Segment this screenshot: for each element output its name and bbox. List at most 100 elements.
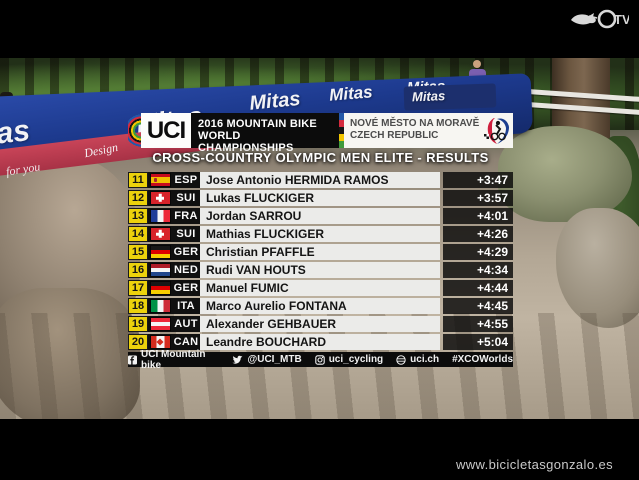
results-title: CROSS-COUNTRY OLYMPIC MEN ELITE - RESULT… <box>152 150 489 165</box>
time-gap: +4:45 <box>443 298 513 314</box>
flag-ned <box>150 264 170 276</box>
rider-name: Leandre BOUCHARD <box>200 334 440 350</box>
position-cell: 18 <box>128 298 148 314</box>
country-code: GER <box>172 244 200 260</box>
flag-cell <box>148 262 172 278</box>
flag-cell <box>148 208 172 224</box>
time-gap: +3:47 <box>443 172 513 188</box>
spectator-head <box>473 60 481 68</box>
flag-cell <box>148 244 172 260</box>
country-code: FRA <box>172 208 200 224</box>
boulder <box>0 288 140 419</box>
flag-aut <box>150 318 170 330</box>
flag-ger <box>150 246 170 258</box>
social-website: uci.ch <box>396 354 439 365</box>
country-code: AUT <box>172 316 200 332</box>
time-gap: +3:57 <box>443 190 513 206</box>
rider-name: Alexander GEHBAUER <box>200 316 440 332</box>
results-rows: 11 ESP Jose Antonio HERMIDA RAMOS +3:47 … <box>128 172 513 350</box>
time-gap: +4:01 <box>443 208 513 224</box>
result-row: 12 SUI Lukas FLUCKIGER +3:57 <box>128 190 513 206</box>
result-row: 18 ITA Marco Aurelio FONTANA +4:45 <box>128 298 513 314</box>
country-code: ESP <box>172 172 200 188</box>
time-gap: +4:26 <box>443 226 513 242</box>
boulder <box>556 208 639 328</box>
rider-name: Manuel FUMIC <box>200 280 440 296</box>
cross-emblem-icon <box>156 196 164 200</box>
flag-fra <box>150 210 170 222</box>
social-hashtag: #XCOWorlds <box>452 354 513 365</box>
maple-emblem-icon <box>156 338 164 346</box>
country-code: ITA <box>172 298 200 314</box>
country-code: GER <box>172 280 200 296</box>
position-cell: 15 <box>128 244 148 260</box>
social-bar: UCI Mountain bike @UCI_MTB uci_cycling u… <box>128 349 513 371</box>
position-cell: 17 <box>128 280 148 296</box>
social-label: uci.ch <box>410 354 440 365</box>
event-line2: WORLD CHAMPIONSHIPS <box>198 130 294 154</box>
instagram-icon <box>314 354 325 365</box>
time-gap: +5:04 <box>443 334 513 350</box>
event-location: NOVÉ MĚSTO NA MORAVĚ CZECH REPUBLIC <box>344 113 513 148</box>
result-row: 13 FRA Jordan SARROU +4:01 <box>128 208 513 224</box>
cross-emblem-icon <box>156 232 164 236</box>
time-gap: +4:44 <box>443 280 513 296</box>
country-code: SUI <box>172 190 200 206</box>
event-title: 2016 MOUNTAIN BIKE WORLD CHAMPIONSHIPS <box>191 113 339 154</box>
result-row: 15 GER Christian PFAFFLE +4:29 <box>128 244 513 260</box>
flag-ita <box>150 300 170 312</box>
social-facebook: UCI Mountain bike <box>128 349 219 371</box>
social-instagram: uci_cycling <box>314 354 384 365</box>
country-code: CAN <box>172 334 200 350</box>
letterbox-bottom: www.bicicletasgonzalo.es <box>0 419 639 480</box>
nove-mesto-logo-icon <box>484 118 509 144</box>
overlay-header: UCI 2016 MOUNTAIN BIKE WORLD CHAMPIONSHI… <box>128 113 513 154</box>
rider-name: Christian PFAFFLE <box>200 244 440 260</box>
esp-emblem-icon <box>153 178 157 182</box>
time-gap: +4:34 <box>443 262 513 278</box>
event-line1: 2016 MOUNTAIN BIKE <box>198 118 317 130</box>
rider-name: Jose Antonio HERMIDA RAMOS <box>200 172 440 188</box>
rider-name: Jordan SARROU <box>200 208 440 224</box>
result-row: 20 CAN Leandre BOUCHARD +5:04 <box>128 334 513 350</box>
position-cell: 20 <box>128 334 148 350</box>
social-twitter: @UCI_MTB <box>232 354 302 365</box>
position-cell: 19 <box>128 316 148 332</box>
sponsor-text: Mitas <box>411 88 446 105</box>
flag-cell <box>148 226 172 242</box>
watermark-url: www.bicicletasgonzalo.es <box>455 457 613 472</box>
flag-ger <box>150 282 170 294</box>
country-code: NED <box>172 262 200 278</box>
uci-rainbow-strip <box>339 113 344 148</box>
position-cell: 14 <box>128 226 148 242</box>
banner-script-text: Design <box>83 139 120 161</box>
location-line1: NOVÉ MĚSTO NA MORAVĚ <box>350 118 480 129</box>
flag-can <box>150 336 170 348</box>
result-row: 16 NED Rudi VAN HOUTS +4:34 <box>128 262 513 278</box>
rider-name: Rudi VAN HOUTS <box>200 262 440 278</box>
flag-cell <box>148 280 172 296</box>
flag-cell <box>148 298 172 314</box>
rider-name: Marco Aurelio FONTANA <box>200 298 440 314</box>
sponsor-banner-small: Mitas <box>403 83 497 111</box>
boulder <box>498 126 632 222</box>
flag-sui <box>150 228 170 240</box>
flag-cell <box>148 334 172 350</box>
result-row: 17 GER Manuel FUMIC +4:44 <box>128 280 513 296</box>
letterbox-top: TV <box>0 0 639 58</box>
location-line2: CZECH REPUBLIC <box>350 130 439 141</box>
result-row: 19 AUT Alexander GEHBAUER +4:55 <box>128 316 513 332</box>
position-cell: 12 <box>128 190 148 206</box>
social-label: UCI Mountain bike <box>141 348 206 371</box>
rider-name: Lukas FLUCKIGER <box>200 190 440 206</box>
position-cell: 11 <box>128 172 148 188</box>
time-gap: +4:29 <box>443 244 513 260</box>
redbull-tv-logo-icon: TV <box>571 9 629 29</box>
results-overlay: UCI 2016 MOUNTAIN BIKE WORLD CHAMPIONSHI… <box>128 113 513 371</box>
social-label: uci_cycling <box>328 354 384 365</box>
flag-cell <box>148 190 172 206</box>
position-cell: 16 <box>128 262 148 278</box>
time-gap: +4:55 <box>443 316 513 332</box>
svg-text:TV: TV <box>614 12 629 27</box>
